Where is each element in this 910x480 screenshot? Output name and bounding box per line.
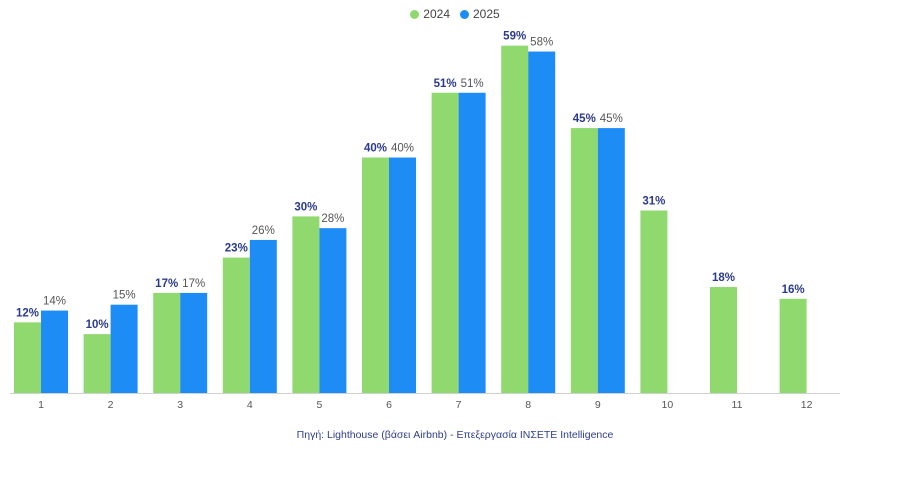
bar-2025-8 <box>528 51 556 393</box>
data-label-2025-8: 58% <box>530 37 553 49</box>
legend-swatch-2024 <box>410 9 420 19</box>
bar-2025-6 <box>389 157 416 393</box>
x-tick-label-5: 5 <box>316 399 322 411</box>
x-tick-label-1: 1 <box>38 399 44 411</box>
bar-2025-4 <box>249 239 277 393</box>
legend-label-2024: 2024 <box>423 7 450 21</box>
bar-2024-2 <box>83 334 111 393</box>
bar-2024-3 <box>153 292 181 393</box>
data-label-2024-4: 23% <box>225 243 248 255</box>
bar-2024-1 <box>14 322 41 393</box>
data-label-2025-3: 17% <box>182 278 205 290</box>
data-label-2024-8: 59% <box>503 31 526 43</box>
x-tick-label-12: 12 <box>801 399 813 411</box>
bar-2024-12 <box>779 298 807 393</box>
x-tick-label-7: 7 <box>456 399 462 411</box>
bar-2025-3 <box>180 292 208 393</box>
data-label-2024-5: 30% <box>294 201 317 213</box>
bar-2025-2 <box>110 304 138 393</box>
bar-2024-5 <box>292 216 320 393</box>
legend: 2024 2025 <box>0 7 910 21</box>
data-label-2025-7: 51% <box>461 78 484 90</box>
legend-label-2025: 2025 <box>473 7 500 21</box>
bar-2024-6 <box>362 157 389 393</box>
bar-2025-5 <box>319 228 347 393</box>
bar-2024-8 <box>501 45 529 394</box>
data-label-2024-7: 51% <box>434 78 457 90</box>
bar-2024-7 <box>431 92 459 394</box>
bar-2024-10 <box>640 210 668 393</box>
data-label-2024-6: 40% <box>364 143 387 155</box>
bar-2025-1 <box>41 310 68 393</box>
legend-swatch-2025 <box>460 9 469 19</box>
data-label-2025-9: 45% <box>600 113 623 125</box>
data-label-2025-1: 14% <box>43 296 66 308</box>
data-label-2024-11: 18% <box>712 272 735 284</box>
plot-area: 12% 14% 1 10% 15% 2 17% 17% 3 23% 26% 4 30% 28% 5 40% 40… <box>10 31 840 411</box>
bar-2024-9 <box>570 128 598 394</box>
source-note: Πηγή: Lighthouse (βάσει Airbnb) - Επεξερ… <box>296 429 614 441</box>
x-tick-label-6: 6 <box>386 399 392 411</box>
data-label-2024-3: 17% <box>155 278 178 290</box>
bar-2024-4 <box>222 257 250 393</box>
data-label-2024-10: 31% <box>642 196 665 208</box>
legend-item-2025[interactable]: 2025 <box>460 7 500 21</box>
x-tick-label-4: 4 <box>247 399 253 411</box>
x-tick-label-10: 10 <box>662 399 674 411</box>
data-label-2024-9: 45% <box>573 113 596 125</box>
bar-2024-11 <box>710 287 737 393</box>
legend-item-2024[interactable]: 2024 <box>410 7 450 21</box>
bar-2025-9 <box>597 128 625 394</box>
x-tick-label-2: 2 <box>108 399 114 411</box>
data-label-2025-6: 40% <box>391 143 414 155</box>
x-tick-label-8: 8 <box>525 399 531 411</box>
data-label-2025-2: 15% <box>113 290 136 302</box>
x-tick-label-3: 3 <box>177 399 183 411</box>
data-label-2025-5: 28% <box>321 213 344 225</box>
bar-2025-7 <box>458 92 486 394</box>
data-label-2024-12: 16% <box>782 284 805 296</box>
data-label-2024-2: 10% <box>86 319 109 331</box>
data-label-2024-1: 12% <box>16 307 39 319</box>
x-tick-label-9: 9 <box>595 399 601 411</box>
x-tick-label-11: 11 <box>732 399 743 411</box>
data-label-2025-4: 26% <box>252 225 275 237</box>
